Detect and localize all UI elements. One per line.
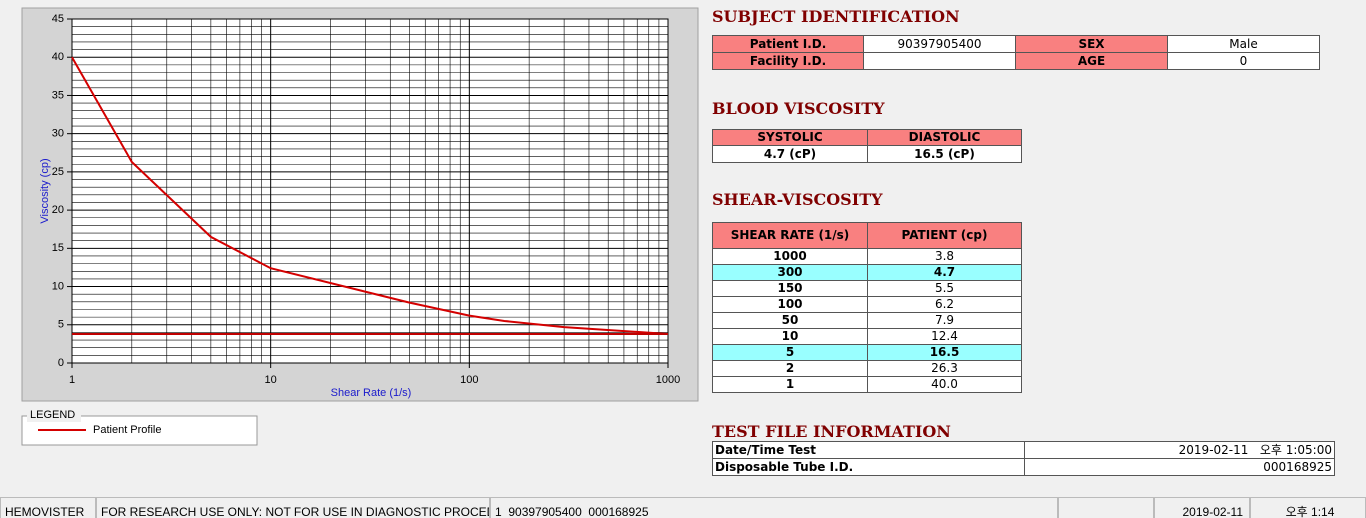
patient-cp: 7.9 xyxy=(867,312,1022,329)
y-tick-label: 5 xyxy=(58,319,64,331)
blood-title: BLOOD VISCOSITY xyxy=(712,99,885,118)
status-cell: FOR RESEARCH USE ONLY: NOT FOR USE IN DI… xyxy=(96,497,490,518)
plot-area xyxy=(72,19,668,363)
x-tick-label: 100 xyxy=(460,374,478,386)
header: SHEAR RATE (1/s) xyxy=(712,222,868,249)
value: 4.7 (cP) xyxy=(712,145,868,163)
y-tick-label: 20 xyxy=(52,204,64,216)
blood-table: SYSTOLIC DIASTOLIC 4.7 (cP) 16.5 (cP) xyxy=(712,129,1022,163)
shear-rate: 100 xyxy=(712,296,868,313)
shear-rate: 300 xyxy=(712,264,868,281)
legend-label: Patient Profile xyxy=(93,424,161,436)
y-tick-label: 15 xyxy=(52,242,64,254)
x-tick-label: 10 xyxy=(265,374,277,386)
series-line xyxy=(71,56,669,335)
label: Facility I.D. xyxy=(712,52,864,70)
status-cell: 2019-02-11 xyxy=(1154,497,1250,518)
x-tick-label: 1 xyxy=(69,374,75,386)
status-cell xyxy=(1058,497,1154,518)
status-bar: HEMOVISTER FOR RESEARCH USE ONLY: NOT FO… xyxy=(0,497,1366,518)
patient-cp: 4.7 xyxy=(867,264,1022,281)
shear-rate: 50 xyxy=(712,312,868,329)
patient-cp: 3.8 xyxy=(867,248,1022,265)
y-tick-label: 30 xyxy=(52,128,64,140)
value: Male xyxy=(1167,35,1320,53)
value: 000168925 xyxy=(1024,458,1335,476)
test-title: TEST FILE INFORMATION xyxy=(712,422,951,441)
test-table: Date/Time Test 2019-02-11 오후 1:05:00 Disp… xyxy=(712,441,1335,476)
legend-title-bg xyxy=(27,409,81,422)
header: SYSTOLIC xyxy=(712,129,868,146)
shear-rate: 1000 xyxy=(712,248,868,265)
y-tick-label: 35 xyxy=(52,89,64,101)
header: DIASTOLIC xyxy=(867,129,1022,146)
y-tick-label: 10 xyxy=(52,280,64,292)
shear-rate: 5 xyxy=(712,344,868,361)
x-axis-label: Shear Rate (1/s) xyxy=(331,387,412,399)
x-tick-label: 1000 xyxy=(656,374,680,386)
label: SEX xyxy=(1015,35,1168,53)
patient-cp: 5.5 xyxy=(867,280,1022,297)
y-axis-label: Viscosity (cp) xyxy=(39,158,51,223)
shear-table: SHEAR RATE (1/s) PATIENT (cp) 1000 3.8 300 4… xyxy=(712,222,1022,393)
value: 0 xyxy=(1167,52,1320,70)
value: 16.5 (cP) xyxy=(867,145,1022,163)
y-tick-label: 0 xyxy=(58,357,64,369)
subject-title: SUBJECT IDENTIFICATION xyxy=(712,7,960,26)
label: Disposable Tube I.D. xyxy=(712,458,1025,476)
label: AGE xyxy=(1015,52,1168,70)
patient-cp: 6.2 xyxy=(867,296,1022,313)
patient-cp: 16.5 xyxy=(867,344,1022,361)
y-tick-label: 25 xyxy=(52,166,64,178)
plot-frame xyxy=(71,18,669,364)
value: 90397905400 xyxy=(863,35,1016,53)
patient-cp: 26.3 xyxy=(867,360,1022,377)
label: Date/Time Test xyxy=(712,441,1025,459)
header: PATIENT (cp) xyxy=(867,222,1022,249)
shear-rate: 1 xyxy=(712,376,868,393)
status-cell: 오후 1:14 xyxy=(1250,497,1366,518)
legend-title: LEGEND xyxy=(30,409,75,421)
chart: Shear Rate (1/s) Viscosity (cp) LEGEND 0… xyxy=(21,7,699,446)
patient-cp: 12.4 xyxy=(867,328,1022,345)
patient-cp: 40.0 xyxy=(867,376,1022,393)
y-tick-label: 40 xyxy=(52,51,64,63)
shear-rate: 10 xyxy=(712,328,868,345)
value: 2019-02-11 오후 1:05:00 xyxy=(1024,441,1335,459)
subject-table: Patient I.D. 90397905400 SEX Male Facility … xyxy=(712,35,1320,70)
status-cell: 1 90397905400 000168925 xyxy=(490,497,1058,518)
shear-rate: 150 xyxy=(712,280,868,297)
y-tick-label: 45 xyxy=(52,13,64,25)
label: Patient I.D. xyxy=(712,35,864,53)
status-cell: HEMOVISTER xyxy=(0,497,96,518)
value xyxy=(863,52,1016,70)
shear-title: SHEAR-VISCOSITY xyxy=(712,190,883,209)
shear-rate: 2 xyxy=(712,360,868,377)
